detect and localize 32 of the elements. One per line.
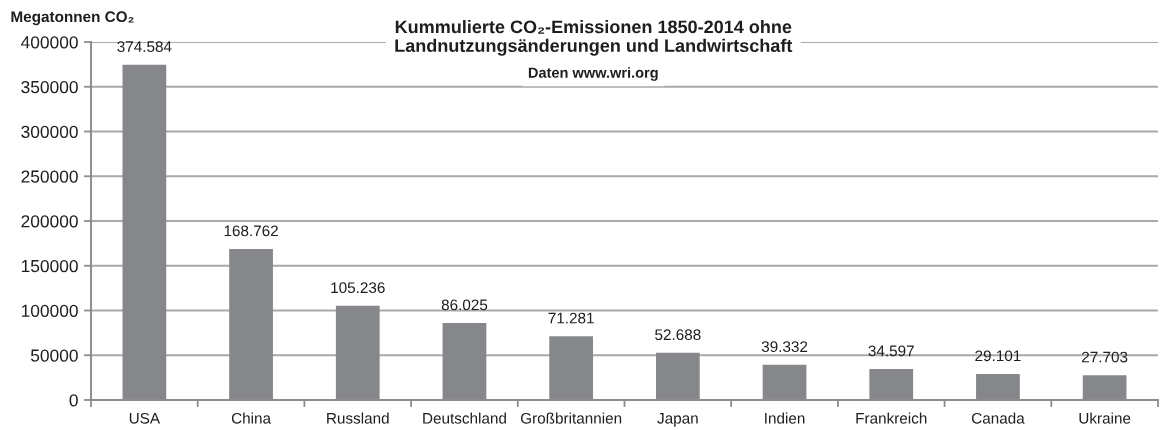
data-label: 29.101 [975,350,1021,362]
x-tick-label: Großbritannien [520,412,622,424]
y-tick-label: 400000 [20,36,78,49]
data-label: 105.236 [331,282,385,294]
data-label: 39.332 [761,341,808,353]
data-label: 52.688 [655,329,701,341]
data-label: 34.597 [868,345,914,357]
x-tick-label: China [231,412,272,424]
x-tick-label: Deutschland [423,412,506,424]
data-label: 86.025 [441,299,488,311]
y-axis-title: Megatonnen CO₂ [11,11,134,26]
y-tick-label: 350000 [21,80,78,94]
x-tick-label: Russland [327,412,389,424]
text: Daten www.wri.org [528,67,658,81]
x-tick-label: Indien [765,412,805,424]
x-tick-label: Japan [657,413,698,427]
y-tick-label: 150000 [21,259,78,273]
y-tick-label: 300000 [21,125,78,138]
x-tick-label: Ukraine [1079,412,1131,424]
data-label: 168.762 [224,225,278,237]
y-tick-label: 100000 [21,304,78,317]
x-tick-label: USA [129,412,161,424]
y-tick-label: 250000 [21,170,78,183]
chart-title: Kummulierte CO₂-Emissionen 1850-2014 ohne Landnutzungsänderungen und Landwirtschaft [395,19,793,56]
data-label: 71.281 [548,312,594,324]
data-label: 27.703 [1082,351,1128,363]
y-tick-label: 200000 [21,215,78,228]
y-tick-label: 0 [69,394,78,407]
x-tick-label: Canada [971,412,1025,424]
data-label: 374.584 [117,41,172,53]
x-tick-label: Frankreich [856,412,927,424]
y-tick-label: 50000 [30,349,78,362]
